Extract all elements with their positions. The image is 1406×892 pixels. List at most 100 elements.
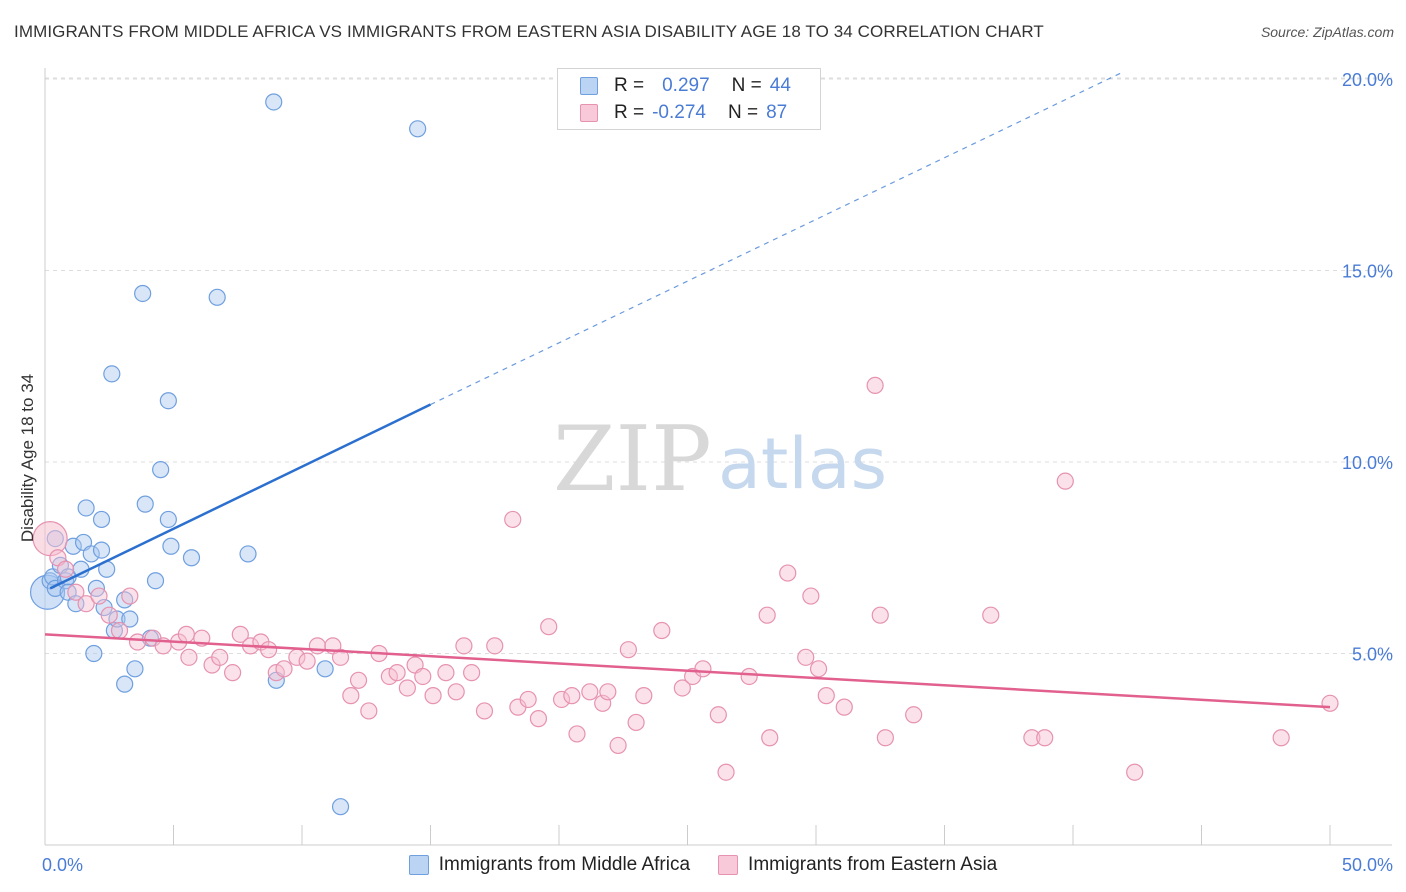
blue-point <box>331 798 350 816</box>
pink-point <box>259 641 278 659</box>
pink-point <box>486 637 504 655</box>
pink-point <box>540 618 558 636</box>
y-tick-label: 20.0% <box>1342 70 1393 90</box>
points-layer <box>29 93 1339 816</box>
pink-point <box>275 660 293 678</box>
blue-point <box>152 461 170 479</box>
blue-trend-line <box>49 403 432 590</box>
chart-source: Source: ZipAtlas.com <box>1260 24 1394 40</box>
watermark-atlas: atlas <box>718 423 887 505</box>
blue-point <box>162 537 180 555</box>
pink-point <box>128 633 147 651</box>
pink-point <box>424 687 442 705</box>
pink-point <box>1126 763 1144 781</box>
legend-item-pink[interactable]: Immigrants from Eastern Asia <box>718 854 997 876</box>
pink-point <box>121 587 139 605</box>
stats-box: R = 0.297 N = 44 R = -0.274 N = 87 <box>557 68 821 130</box>
blue-point <box>134 284 152 303</box>
pink-point <box>398 679 416 697</box>
pink-point <box>455 637 473 655</box>
stats-n-label: N = <box>731 75 762 96</box>
watermark: ZIP atlas <box>553 407 887 512</box>
pink-point <box>563 687 581 705</box>
pink-point <box>871 606 889 624</box>
blue-point <box>116 675 134 693</box>
pink-point <box>758 606 776 624</box>
legend-swatch-pink <box>718 855 739 875</box>
pink-point <box>653 621 671 640</box>
pink-point <box>866 376 884 394</box>
legend-item-blue[interactable]: Immigrants from Middle Africa <box>408 854 691 876</box>
blue-point <box>265 93 283 111</box>
stats-row-pink: R = -0.274 N = 87 <box>580 100 787 126</box>
pink-point <box>581 683 599 701</box>
blue-point <box>159 392 177 410</box>
pink-point <box>447 683 465 701</box>
pink-point <box>504 510 522 529</box>
blue-point <box>182 549 201 567</box>
pink-point <box>90 587 108 605</box>
pink-point <box>1321 694 1339 712</box>
blue-point <box>409 120 427 138</box>
pink-point <box>982 606 1000 624</box>
pink-point <box>1272 729 1290 747</box>
pink-point <box>809 660 828 678</box>
blue-trend-extension <box>430 70 1125 406</box>
pink-point <box>694 660 712 678</box>
pink-point <box>77 595 95 613</box>
stats-r-label: R = <box>614 75 645 96</box>
pink-point <box>231 625 249 643</box>
pink-point <box>1056 472 1074 490</box>
stats-swatch-pink <box>580 104 598 122</box>
blue-point <box>85 644 103 663</box>
blue-point <box>82 545 100 563</box>
pink-point <box>519 690 537 709</box>
y-axis-label: Disability Age 18 to 34 <box>18 374 37 542</box>
blue-point <box>92 510 111 529</box>
pink-point <box>797 648 815 666</box>
blue-point <box>239 545 257 563</box>
chart-title: IMMIGRANTS FROM MIDDLE AFRICA VS IMMIGRA… <box>14 22 1044 41</box>
pink-point <box>709 706 727 724</box>
legend-label-blue: Immigrants from Middle Africa <box>438 854 691 875</box>
pink-point <box>224 664 242 682</box>
y-tick-label: 10.0% <box>1342 453 1393 473</box>
pink-point <box>177 625 195 643</box>
stats-n-label: N = <box>727 102 759 123</box>
pink-point <box>568 725 586 743</box>
pink-point <box>835 698 853 716</box>
pink-point <box>740 667 758 686</box>
pink-point <box>619 641 637 659</box>
pink-point <box>717 763 735 781</box>
stats-n-value: 87 <box>766 102 788 123</box>
pink-point <box>331 648 350 666</box>
legend-label-pink: Immigrants from Eastern Asia <box>748 854 998 875</box>
stats-r-value: 0.297 <box>662 75 710 96</box>
watermark-zip: ZIP <box>553 407 712 512</box>
pink-point <box>110 621 129 640</box>
blue-point <box>316 660 334 678</box>
pink-point <box>388 664 406 682</box>
pink-point <box>342 687 360 705</box>
pink-point <box>360 702 378 720</box>
pink-point <box>817 687 835 705</box>
pink-point <box>437 664 455 682</box>
blue-point <box>77 499 95 517</box>
pink-point <box>876 729 894 747</box>
pink-point <box>761 729 779 747</box>
stats-swatch-blue <box>580 77 598 95</box>
blue-point <box>92 541 111 559</box>
pink-point <box>267 664 285 682</box>
pink-point <box>67 583 85 601</box>
x-tick-label: 0.0% <box>42 855 83 875</box>
x-tick-label: 50.0% <box>1342 855 1393 875</box>
y-tick-label: 5.0% <box>1352 645 1393 665</box>
pink-point <box>308 637 327 655</box>
labels-layer: Disability Age 18 to 34 5.0% 10.0% 15.0% 20… <box>18 70 1393 875</box>
blue-point <box>146 572 165 590</box>
pink-point <box>380 667 398 686</box>
pink-point <box>1023 729 1041 747</box>
pink-point <box>529 710 548 728</box>
pink-point <box>298 652 316 670</box>
